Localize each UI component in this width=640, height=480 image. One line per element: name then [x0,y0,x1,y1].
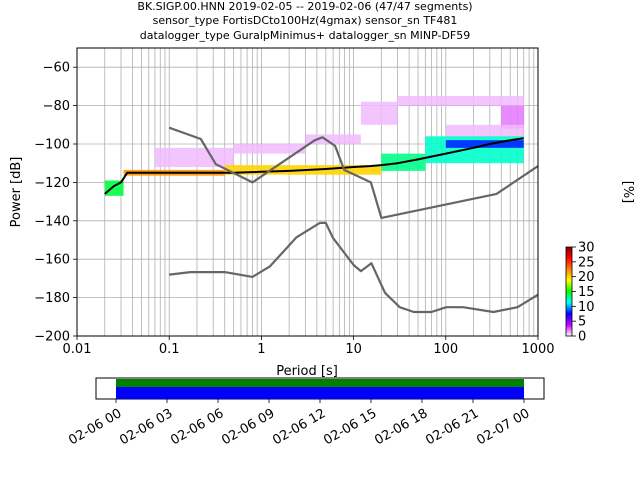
series-line-noise-model-low [169,221,539,314]
density-cell [154,147,234,168]
series-line-mode [104,137,524,195]
x-axis: 0.01 0.1 1 10 100 1000 [63,336,555,357]
y-axis-label: Power [dB] [9,157,24,228]
plot-background [77,48,538,336]
colorbar-tick-label: 15 [578,285,595,300]
timeline-tick-label: 02-06 06 [168,406,226,448]
x-tick-label: 0.01 [63,342,92,357]
y-tick-label: −100 [34,138,70,153]
x-tick-label: 10 [345,342,362,357]
density-cell [397,96,524,106]
y-axis: −200 −180 −160 −140 −120 −100 −80 −60 [34,61,77,345]
colorbar-tick-label: 0 [578,330,586,345]
colorbar-tick-label: 30 [578,241,595,256]
timeline-tick-label: 02-06 12 [270,406,328,448]
y-tick-label: −140 [34,214,70,229]
density-cell [445,140,524,148]
timeline-tick-label: 02-07 00 [474,406,532,448]
y-tick-label: −80 [43,99,70,114]
title-line-3: datalogger_type GuralpMinimus+ datalogge… [140,29,471,42]
colorbar-gradient [565,246,573,337]
timeline-tick-label: 02-06 09 [219,406,277,448]
colorbar-tick-label: 10 [578,300,595,315]
chart-title: BK.SIGP.00.HNN 2019-02-05 -- 2019-02-06 … [137,0,472,42]
x-tick-label: 1 [257,342,265,357]
timeline-psd-bar [116,379,524,387]
y-tick-label: −160 [34,253,70,268]
timeline-data-bar [116,387,524,399]
density-cell [445,124,524,139]
plot-area: 0.01 0.1 1 10 100 1000 −200 −180 −160 −140 −120 −1… [34,47,555,357]
title-line-1: BK.SIGP.00.HNN 2019-02-05 -- 2019-02-06 … [137,0,472,13]
colorbar-tick-label: 20 [578,270,595,285]
timeline-tick-label: 02-06 03 [117,406,175,448]
density-cell [233,144,306,154]
density-cell [360,101,398,125]
y-tick-label: −60 [43,61,70,76]
series-line-noise-model-high [168,126,539,219]
density-cell [305,134,361,144]
x-tick-label: 1000 [521,342,554,357]
plot-frame [76,47,539,337]
timeline-tick-label: 02-06 00 [66,406,124,448]
colorbar-tick-label: 5 [578,315,586,330]
colorbar-tick-label: 25 [578,255,595,270]
y-tick-label: −200 [34,330,70,345]
y-tick-label: −120 [34,176,70,191]
y-tick-label: −180 [34,291,70,306]
density-cell [501,105,524,129]
x-tick-label: 0.1 [159,342,180,357]
title-line-2: sensor_type FortisDCto100Hz(4gmax) senso… [153,14,458,27]
timeline-tick-label: 02-06 18 [372,406,430,448]
x-axis-label: Period [s] [276,364,338,379]
curves [104,126,539,314]
timeline-tick-label: 02-06 15 [321,406,379,448]
x-tick-label: 100 [433,342,458,357]
colorbar-label: [%] [620,181,635,204]
timeline-tick-label: 02-06 21 [423,406,481,448]
